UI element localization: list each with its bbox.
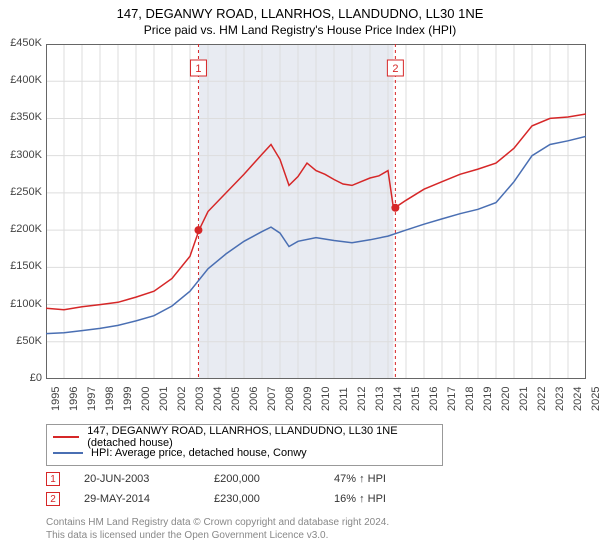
legend-box: 147, DEGANWY ROAD, LLANRHOS, LLANDUDNO, … — [46, 424, 443, 466]
x-axis-label: 2000 — [140, 387, 152, 411]
x-axis-label: 1997 — [86, 387, 98, 411]
line-chart-svg: 12 — [46, 44, 586, 379]
x-axis-label: 1996 — [68, 387, 80, 411]
sale-date: 20-JUN-2003 — [84, 473, 214, 485]
x-axis-label: 2003 — [194, 387, 206, 411]
y-axis-label: £50K — [0, 335, 42, 347]
x-axis-label: 2014 — [392, 387, 404, 411]
x-axis-label: 2016 — [428, 387, 440, 411]
legend-item-price-paid: 147, DEGANWY ROAD, LLANRHOS, LLANDUDNO, … — [53, 429, 436, 445]
x-axis-label: 2004 — [212, 387, 224, 411]
chart-title-subtitle: Price paid vs. HM Land Registry's House … — [0, 23, 600, 37]
sale-marker-icon: 1 — [46, 472, 60, 486]
x-axis-label: 2015 — [410, 387, 422, 411]
legend-swatch-hpi — [53, 452, 83, 454]
y-axis-label: £0 — [0, 372, 42, 384]
x-axis-label: 2012 — [356, 387, 368, 411]
footer-line2: This data is licensed under the Open Gov… — [46, 529, 389, 542]
sales-list: 1 20-JUN-2003£200,00047% ↑ HPI 2 29-MAY-201… — [46, 470, 586, 510]
legend-label-price-paid: 147, DEGANWY ROAD, LLANRHOS, LLANDUDNO, … — [87, 425, 436, 449]
y-axis-label: £400K — [0, 74, 42, 86]
y-axis-label: £100K — [0, 298, 42, 310]
sale-pct: 16% ↑ HPI — [334, 493, 454, 505]
x-axis-label: 2018 — [464, 387, 476, 411]
x-axis-label: 2020 — [500, 387, 512, 411]
x-axis-label: 2025 — [590, 387, 600, 411]
sale-row: 2 29-MAY-2014£230,00016% ↑ HPI — [46, 490, 586, 508]
x-axis-label: 2024 — [572, 387, 584, 411]
x-axis-label: 2007 — [266, 387, 278, 411]
x-axis-label: 2002 — [176, 387, 188, 411]
x-axis-label: 2019 — [482, 387, 494, 411]
x-axis-label: 1995 — [50, 387, 62, 411]
x-axis-label: 2017 — [446, 387, 458, 411]
legend-swatch-price-paid — [53, 436, 79, 438]
x-axis-label: 1999 — [122, 387, 134, 411]
sale-price: £200,000 — [214, 473, 334, 485]
x-axis-label: 2010 — [320, 387, 332, 411]
sale-marker-icon: 2 — [46, 492, 60, 506]
sale-row: 1 20-JUN-2003£200,00047% ↑ HPI — [46, 470, 586, 488]
x-axis-label: 2009 — [302, 387, 314, 411]
footer-line1: Contains HM Land Registry data © Crown c… — [46, 516, 389, 529]
x-axis-label: 2008 — [284, 387, 296, 411]
svg-text:2: 2 — [392, 63, 398, 75]
x-axis-label: 2005 — [230, 387, 242, 411]
chart-title-address: 147, DEGANWY ROAD, LLANRHOS, LLANDUDNO, … — [0, 6, 600, 21]
x-axis-label: 2021 — [518, 387, 530, 411]
y-axis-label: £250K — [0, 186, 42, 198]
sale-date: 29-MAY-2014 — [84, 493, 214, 505]
legend-label-hpi: HPI: Average price, detached house, Conw… — [91, 447, 307, 459]
footer-attribution: Contains HM Land Registry data © Crown c… — [46, 516, 389, 542]
y-axis-label: £200K — [0, 223, 42, 235]
x-axis-label: 2023 — [554, 387, 566, 411]
y-axis-label: £350K — [0, 111, 42, 123]
y-axis-label: £450K — [0, 37, 42, 49]
x-axis-label: 1998 — [104, 387, 116, 411]
x-axis-label: 2011 — [338, 387, 350, 411]
sale-price: £230,000 — [214, 493, 334, 505]
x-axis-label: 2013 — [374, 387, 386, 411]
svg-text:1: 1 — [195, 63, 201, 75]
x-axis-label: 2022 — [536, 387, 548, 411]
x-axis-label: 2001 — [158, 387, 170, 411]
y-axis-label: £150K — [0, 260, 42, 272]
x-axis-label: 2006 — [248, 387, 260, 411]
chart-area: 12 — [46, 44, 586, 379]
y-axis-label: £300K — [0, 149, 42, 161]
sale-pct: 47% ↑ HPI — [334, 473, 454, 485]
